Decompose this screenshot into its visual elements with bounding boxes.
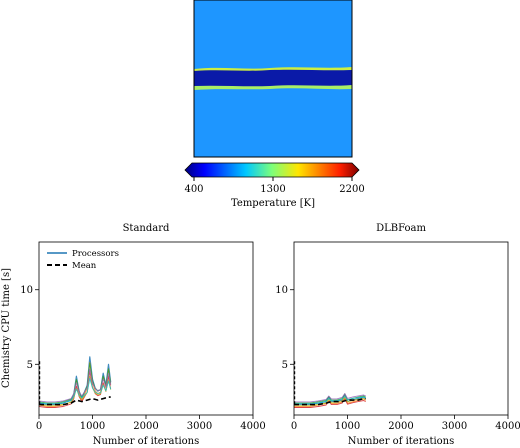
dlbfoam-processor-line-5 xyxy=(294,393,366,403)
dlbfoam-ticks: 0 1000 2000 3000 4000 5 10 xyxy=(275,285,520,432)
legend-mean-label: Mean xyxy=(72,261,97,271)
standard-x-tick-label-4000: 4000 xyxy=(240,421,265,432)
dlbfoam-mean-line xyxy=(294,397,366,406)
colorbar-body xyxy=(184,162,360,178)
dlbfoam-x-tick-label-1000: 1000 xyxy=(335,421,360,432)
dlbfoam-processor-line-2 xyxy=(294,395,366,407)
dlbfoam-panel: DLBFoam 0 1000 2000 3000 4000 5 10 Number of i… xyxy=(275,223,520,447)
dlbfoam-x-tick-label-4000: 4000 xyxy=(495,421,520,432)
standard-processor-line-5 xyxy=(39,368,112,403)
colorbar-tick-label-mid: 1300 xyxy=(260,184,285,195)
standard-title: Standard xyxy=(123,223,170,234)
standard-y-tick-label-10: 10 xyxy=(20,285,33,296)
dlbfoam-title: DLBFoam xyxy=(376,223,426,234)
dlbfoam-plot-area xyxy=(294,361,367,408)
standard-panel: Standard 0 1000 2000 3000 4000 5 10 Number of … xyxy=(1,223,266,447)
standard-y-tick-label-5: 5 xyxy=(27,360,33,371)
standard-y-axis-label: Chemistry CPU time [s] xyxy=(1,268,12,388)
standard-x-tick-label-1000: 1000 xyxy=(80,421,105,432)
colorbar-tick-label-max: 2200 xyxy=(339,184,364,195)
cold-core xyxy=(194,69,352,88)
dlbfoam-axes-frame xyxy=(293,241,509,416)
flame-front-lower xyxy=(194,85,352,90)
standard-processor-line-7 xyxy=(39,378,112,405)
dlbfoam-x-tick-label-3000: 3000 xyxy=(442,421,467,432)
dlbfoam-x-tick-label-2000: 2000 xyxy=(388,421,413,432)
standard-x-axis-label: Number of iterations xyxy=(93,436,200,447)
colorbar-tick-label-min: 400 xyxy=(184,184,203,195)
colorbar: 400 1300 2200 Temperature [K] xyxy=(184,162,365,209)
dlbfoam-processor-line-7 xyxy=(294,395,366,405)
field-frame xyxy=(193,0,353,158)
temperature-field xyxy=(193,0,353,158)
legend-processors-label: Processors xyxy=(72,249,119,259)
standard-x-tick-label-2000: 2000 xyxy=(133,421,158,432)
standard-mean-line xyxy=(39,396,111,406)
standard-x-tick-label-0: 0 xyxy=(36,421,42,432)
dlbfoam-x-tick-label-0: 0 xyxy=(291,421,297,432)
standard-processor-line-1 xyxy=(39,356,112,406)
dlbfoam-x-axis-label: Number of iterations xyxy=(348,436,455,447)
colorbar-label: Temperature [K] xyxy=(231,198,315,209)
standard-plot-area xyxy=(39,356,112,408)
dlbfoam-processor-line-4 xyxy=(294,398,366,408)
legend: Processors Mean xyxy=(47,249,119,271)
standard-x-tick-label-3000: 3000 xyxy=(187,421,212,432)
standard-ticks: 0 1000 2000 3000 4000 5 10 xyxy=(20,285,265,432)
dlbfoam-y-tick-label-10: 10 xyxy=(275,285,288,296)
dlbfoam-y-tick-label-5: 5 xyxy=(282,360,288,371)
